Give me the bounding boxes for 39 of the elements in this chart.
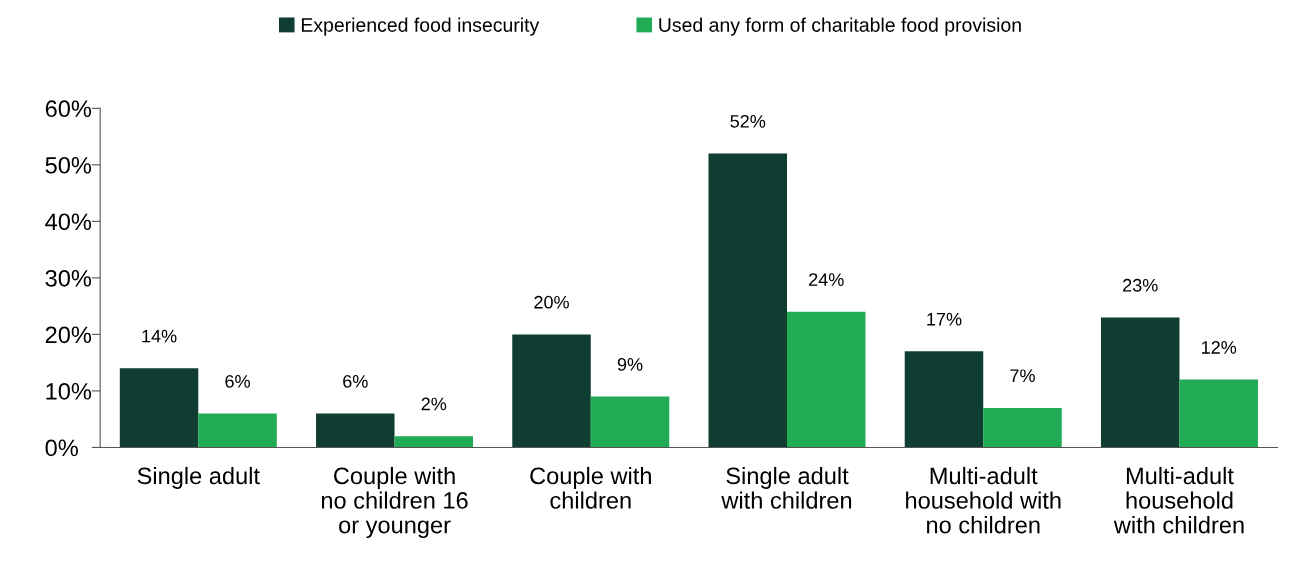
bar bbox=[904, 351, 984, 448]
data-label: 14% bbox=[142, 329, 177, 343]
y-tick-label: 10% bbox=[46, 382, 92, 400]
legend-label: Experienced food insecurity bbox=[301, 17, 540, 36]
y-tick-label: 60% bbox=[45, 100, 92, 118]
x-tick-label: Couple with children bbox=[530, 466, 651, 509]
bar bbox=[512, 334, 591, 448]
x-tick-label: Single adult with children bbox=[721, 466, 852, 509]
data-label: 6% bbox=[343, 374, 368, 388]
bar bbox=[394, 436, 474, 448]
data-label: 52% bbox=[730, 114, 766, 128]
y-tick-label: 20% bbox=[45, 326, 92, 344]
data-label: 23% bbox=[1123, 278, 1158, 292]
bar bbox=[1179, 379, 1258, 448]
legend-label: Used any form of charitable food provision bbox=[659, 17, 1021, 36]
data-label: 9% bbox=[617, 358, 643, 371]
data-label: 20% bbox=[534, 295, 569, 309]
bar bbox=[316, 413, 395, 448]
data-label: 17% bbox=[927, 312, 962, 326]
bar bbox=[590, 396, 670, 448]
bar bbox=[198, 413, 277, 448]
x-tick-label: Couple with no children 16 or younger bbox=[321, 466, 468, 539]
x-tick-label: Multi-adult household with no children bbox=[906, 466, 1061, 534]
data-label: 12% bbox=[1202, 341, 1237, 354]
bar bbox=[1100, 317, 1180, 448]
data-label: 7% bbox=[1010, 369, 1035, 383]
y-tick-label: 40% bbox=[45, 213, 92, 231]
data-label: 2% bbox=[421, 397, 447, 411]
bar bbox=[983, 407, 1062, 448]
y-tick-label: 0% bbox=[45, 439, 78, 457]
data-label: 24% bbox=[809, 273, 844, 286]
bar bbox=[708, 153, 787, 448]
y-tick-label: 30% bbox=[45, 269, 92, 287]
bar bbox=[119, 368, 199, 448]
x-tick-label: Single adult bbox=[137, 466, 260, 489]
bar bbox=[787, 311, 866, 448]
x-tick-label: Multi-adult household with children bbox=[1113, 466, 1244, 534]
y-tick-label: 50% bbox=[45, 156, 92, 174]
data-label: 6% bbox=[225, 374, 250, 388]
